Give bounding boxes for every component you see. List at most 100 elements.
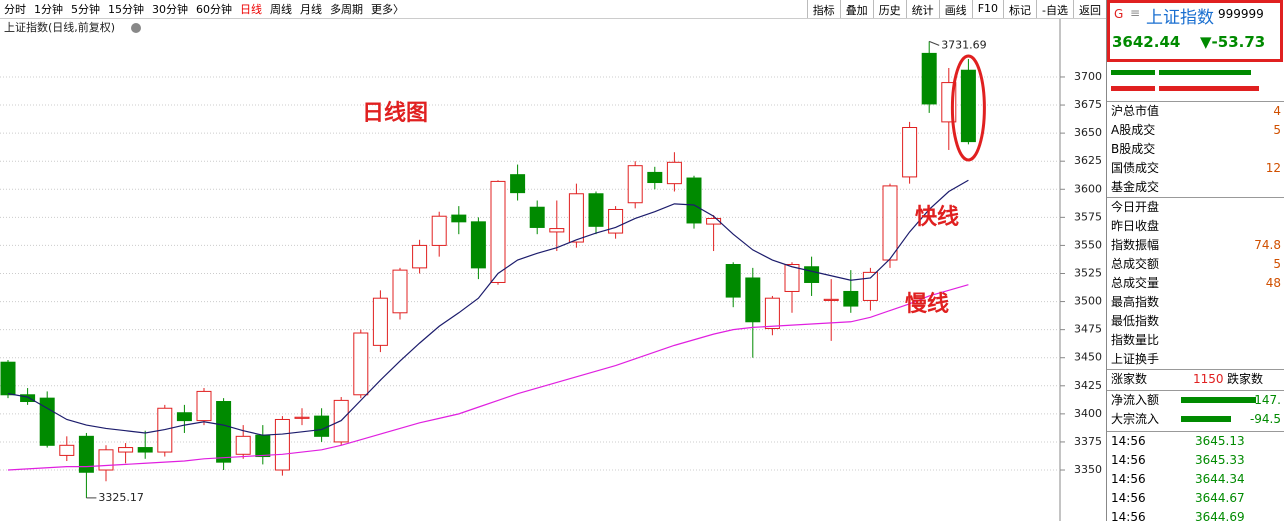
candle-body — [255, 434, 271, 458]
candle-body — [176, 412, 192, 422]
candle-body — [314, 415, 330, 437]
candle-body — [137, 447, 153, 453]
stat-row: 今日开盘 — [1111, 198, 1283, 217]
period-tab[interactable]: 60分钟 — [196, 3, 232, 16]
period-tab[interactable]: 1分钟 — [34, 3, 63, 16]
flow-row: 大宗流入 -94.5 — [1111, 410, 1283, 429]
candle-body — [529, 206, 545, 228]
price: 3642.44 — [1112, 33, 1181, 51]
candle-body — [451, 214, 467, 223]
time: 14:56 — [1111, 491, 1146, 505]
separator — [1107, 369, 1284, 370]
candle-body — [921, 52, 937, 105]
y-tick-label: 3650 — [1074, 126, 1102, 139]
tick-row: 14:56 3644.69 — [1111, 508, 1283, 521]
period-tab[interactable]: 5分钟 — [71, 3, 100, 16]
y-tick-label: 3350 — [1074, 463, 1102, 476]
stat-row: 昨日收盘 — [1111, 217, 1283, 236]
candle-body — [823, 298, 839, 301]
stat-label: 指数振幅 — [1111, 238, 1160, 252]
candle-body — [843, 290, 859, 307]
y-tick-label: 3700 — [1074, 70, 1102, 83]
period-tab[interactable]: 分时 — [4, 3, 26, 16]
y-tick-label: 3475 — [1074, 323, 1102, 336]
tool-button[interactable]: 画线 — [938, 0, 972, 18]
candle-body — [98, 449, 114, 471]
period-tab[interactable]: 周线 — [270, 3, 292, 16]
period-tab[interactable]: 日线 — [240, 3, 262, 16]
candle-body — [608, 208, 624, 234]
annotation: 日线图 — [362, 100, 428, 126]
candle-body — [294, 416, 310, 419]
stat-value: 74.8 — [1254, 238, 1281, 252]
tool-button[interactable]: 叠加 — [839, 0, 873, 18]
candle-body — [568, 193, 584, 243]
tool-button[interactable]: 标记 — [1003, 0, 1036, 18]
stat-value: 5 — [1273, 257, 1281, 271]
change: ▼-53.73 — [1200, 33, 1266, 51]
stat-label: 沪总市值 — [1111, 104, 1160, 118]
candle-body — [412, 244, 428, 269]
period-tab[interactable]: 多周期 — [330, 3, 363, 16]
y-tick-label: 3625 — [1074, 154, 1102, 167]
stat-row: 总成交额 5 — [1111, 255, 1283, 274]
y-tick-label: 3675 — [1074, 98, 1102, 111]
time: 14:56 — [1111, 434, 1146, 448]
tool-button[interactable]: 统计 — [905, 0, 939, 18]
highlight — [950, 54, 986, 162]
flow-bar — [1181, 416, 1231, 422]
y-tick-label: 3550 — [1074, 238, 1102, 251]
tick-price: 3644.67 — [1195, 491, 1245, 505]
ma-line — [7, 284, 969, 471]
y-tick-label: 3450 — [1074, 351, 1102, 364]
stat-label: A股成交 — [1111, 123, 1156, 137]
tool-button[interactable]: 历史 — [872, 0, 906, 18]
stat-row: 指数振幅 74.8 — [1111, 236, 1283, 255]
breadth-row: 涨家数 1150 跌家数 — [1111, 370, 1283, 389]
stat-row: 总成交量 48 — [1111, 274, 1283, 293]
period-tab[interactable]: 30分钟 — [152, 3, 188, 16]
period-tab[interactable]: 更多〉 — [371, 3, 404, 16]
stat-value: 5 — [1273, 123, 1281, 137]
candle-body — [196, 390, 212, 422]
stat-label: B股成交 — [1111, 142, 1156, 156]
bar — [1111, 86, 1155, 91]
stat-label: 上证换手 — [1111, 352, 1160, 366]
candle-body — [745, 277, 761, 323]
tick-row: 14:56 3644.67 — [1111, 489, 1283, 508]
value: 1150 — [1193, 372, 1224, 386]
line-label: 慢线 — [905, 291, 949, 317]
y-tick-label: 3600 — [1074, 182, 1102, 195]
ma-line — [7, 179, 969, 436]
period-tab[interactable]: 15分钟 — [108, 3, 144, 16]
tool-button[interactable]: F10 — [971, 0, 1003, 18]
candle-body — [764, 297, 780, 330]
flow-row: 净流入额 -147. — [1111, 391, 1283, 410]
label: 大宗流入 — [1111, 412, 1160, 426]
y-tick-label: 3575 — [1074, 210, 1102, 223]
candle-body — [470, 221, 486, 269]
tool-button[interactable]: -自选 — [1036, 0, 1073, 18]
candle-body — [960, 69, 976, 143]
tick-row: 14:56 3644.34 — [1111, 470, 1283, 489]
separator — [1107, 197, 1284, 198]
stat-row: B股成交 — [1111, 140, 1283, 159]
stat-label: 总成交额 — [1111, 257, 1160, 271]
period-tab[interactable]: 月线 — [300, 3, 322, 16]
stat-row: 基金成交 — [1111, 178, 1283, 197]
time: 14:56 — [1111, 472, 1146, 486]
candle-body — [510, 174, 526, 194]
bar — [1159, 86, 1259, 91]
candle-body — [686, 177, 702, 224]
candle-body — [490, 180, 506, 283]
tool-button[interactable]: 返回 — [1073, 0, 1106, 18]
y-tick-label: 3525 — [1074, 266, 1102, 279]
stat-label: 指数量比 — [1111, 333, 1160, 347]
stat-label: 最低指数 — [1111, 314, 1160, 328]
quote-header: G ≡ 上证指数 999999 3642.44 ▼-53.73 — [1107, 0, 1283, 62]
tool-button[interactable]: 指标 — [806, 0, 840, 18]
line-label: 快线 — [915, 204, 959, 230]
candle-body — [882, 185, 898, 261]
y-tick-label: 3375 — [1074, 435, 1102, 448]
